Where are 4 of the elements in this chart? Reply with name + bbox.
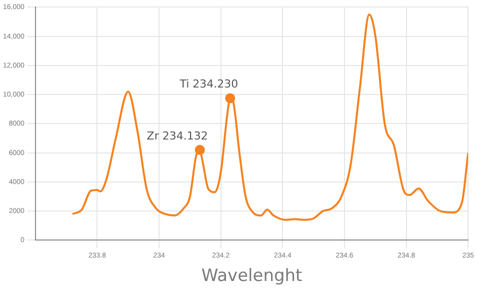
annotation: Ti 234.230 <box>178 78 238 91</box>
line-series <box>72 13 468 221</box>
x-axis-title: Wavelenght <box>201 266 303 286</box>
annotation: Zr 234.132 <box>146 129 208 142</box>
